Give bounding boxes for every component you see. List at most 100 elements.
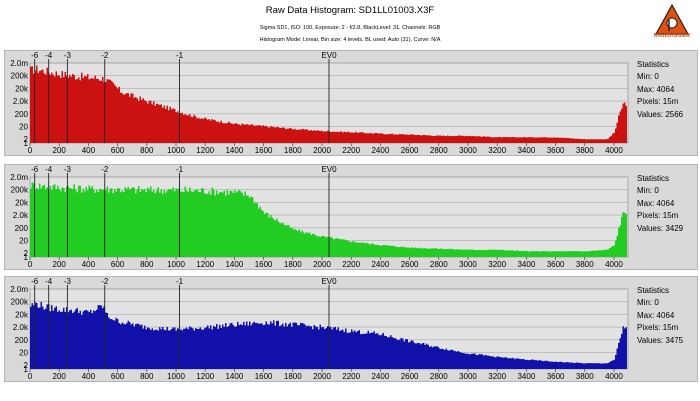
histogram-bar [409,134,411,143]
histogram-bar [511,357,513,369]
histogram-bar [405,339,407,369]
x-tick-label: 1000 [167,260,185,269]
histogram-bar [606,363,608,369]
histogram-bar [499,137,501,143]
histogram-bar [423,343,425,369]
histogram-bar [201,118,203,143]
histogram-bar [558,251,560,257]
histogram-bar [379,133,381,143]
histogram-bar [258,125,260,143]
histogram-bar [463,353,465,369]
histogram-bar [244,124,246,143]
histogram-bar [166,190,168,257]
histogram-bar [267,213,269,257]
x-tick-label: 3400 [517,146,535,155]
histogram-bar [363,132,365,143]
histogram-bar [552,251,554,257]
histogram-bar [496,356,498,369]
histogram-bar [601,250,603,257]
histogram-bar [421,343,423,369]
x-tick-label: 1200 [196,372,214,381]
histogram-bar [60,78,62,143]
histogram-bar [358,242,360,257]
ev-marker-label: -2 [101,165,109,174]
histogram-bar [168,189,170,257]
histogram-bar [273,126,275,143]
histogram-bar [424,344,426,369]
histogram-bar [576,138,578,143]
histogram-bar [261,126,263,143]
histogram-bar [219,122,221,143]
histogram-bar [43,73,45,143]
histogram-bar [429,346,431,369]
histogram-bar [360,132,362,143]
histogram-bar [88,185,90,257]
histogram-bar [144,100,146,143]
histogram-bar [615,355,617,369]
histogram-bar [349,132,351,143]
histogram-bar [282,127,284,143]
histogram-bar [276,218,278,257]
histogram-bar [271,126,273,143]
histogram-bar [135,97,137,143]
histogram-bar [238,190,240,257]
histogram-bar [621,216,623,257]
histogram-bar [433,346,435,369]
histogram-bar [156,190,158,257]
histogram-bar [439,135,441,143]
histogram-mode-line: Histogram Mode: Linear, Bin size: 4 leve… [259,37,441,43]
histogram-bar [598,139,600,143]
histogram-bar [69,310,71,369]
x-tick-label: 200 [53,260,67,269]
histogram-bar [210,325,212,369]
histogram-bar [316,236,318,257]
histogram-bar [246,321,248,369]
histogram-bar [417,247,419,257]
histogram-bar [237,124,239,143]
histogram-bar [300,232,302,257]
histogram-bar [475,354,477,369]
histogram-bar [409,248,411,257]
histogram-bar [615,240,617,257]
red-histogram-plot: 2.0m 200k 20k 2.0k 200 20 21 -6 -4 -3 -2 -1 EV0 0 200 4… [10,51,629,155]
histogram-bar [207,119,209,143]
x-tick-label: 2000 [313,146,331,155]
histogram-bar [532,359,534,369]
histogram-bar [405,247,407,257]
histogram-bar [469,354,471,369]
histogram-bar [580,139,582,143]
x-tick-label: 2600 [401,372,419,381]
histogram-bar [523,137,525,143]
histogram-bar [87,310,89,369]
histogram-bar [45,188,47,257]
histogram-bar [151,104,153,143]
x-tick-label: 400 [82,372,96,381]
histogram-bar [457,135,459,143]
histogram-bar [193,190,195,257]
histogram-bar [346,132,348,143]
histogram-bar [213,189,215,257]
histogram-bar [90,309,92,369]
histogram-bar [517,358,519,369]
histogram-bar [381,133,383,143]
histogram-bar [90,188,92,257]
histogram-bar [625,213,627,257]
histogram-bar [58,75,60,143]
histogram-bar [201,329,203,369]
histogram-bar [268,217,270,257]
histogram-bar [519,137,521,143]
histogram-bar [516,250,518,257]
histogram-bar [85,76,87,143]
histogram-bar [243,195,245,257]
histogram-bar [189,326,191,369]
histogram-bar [96,189,98,257]
histogram-bar [115,86,117,143]
histogram-bar [441,248,443,257]
histogram-bar [238,124,240,143]
histogram-bar [256,323,258,369]
histogram-bar [300,129,302,143]
histogram-bar [333,327,335,369]
histogram-bar [184,186,186,257]
histogram-bar [610,360,612,369]
y-tick-label: 2 [24,135,29,144]
